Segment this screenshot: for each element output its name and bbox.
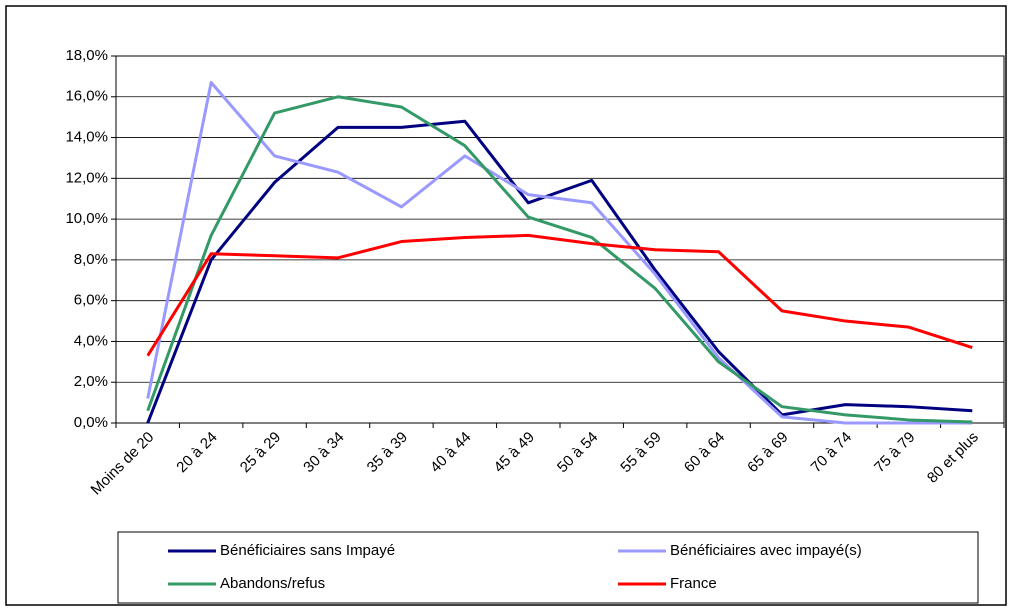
- legend-label: Abandons/refus: [220, 575, 325, 592]
- y-tick-label: 0,0%: [74, 414, 108, 431]
- legend-box: [117, 531, 979, 604]
- y-tick-label: 8,0%: [74, 251, 108, 268]
- y-tick-label: 10,0%: [65, 210, 108, 227]
- y-tick-label: 4,0%: [74, 332, 108, 349]
- legend-label: Bénéficiaires avec impayé(s): [670, 542, 862, 559]
- y-tick-label: 6,0%: [74, 292, 108, 309]
- chart-border: [5, 5, 1007, 606]
- y-tick-label: 16,0%: [65, 88, 108, 105]
- legend-label: France: [670, 575, 717, 592]
- y-tick-label: 14,0%: [65, 129, 108, 146]
- series-line: [146, 233, 973, 357]
- y-tick-label: 18,0%: [65, 47, 108, 64]
- y-tick-label: 2,0%: [74, 373, 108, 390]
- series-line: [146, 119, 973, 424]
- series-line: [146, 95, 973, 424]
- y-tick-label: 12,0%: [65, 169, 108, 186]
- series-line: [146, 81, 973, 425]
- legend-label: Bénéficiaires sans Impayé: [220, 542, 395, 559]
